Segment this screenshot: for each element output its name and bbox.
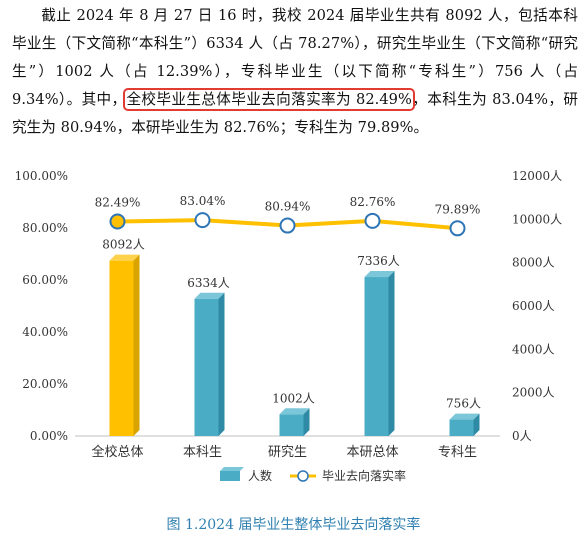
bar — [194, 298, 219, 436]
rate-point — [194, 212, 211, 229]
bar — [109, 260, 134, 436]
legend-line-marker — [297, 470, 309, 482]
category-label: 全校总体 — [91, 444, 143, 460]
bar-side — [133, 254, 140, 436]
rate-value-label: 82.76% — [350, 195, 396, 209]
bar-value-label: 6334人 — [187, 276, 230, 290]
rate-point — [109, 213, 126, 230]
rate-value-label: 83.04% — [180, 194, 226, 208]
bar-value-label: 1002人 — [272, 391, 315, 405]
category-label: 本研总体 — [346, 445, 398, 460]
bar-top — [279, 408, 310, 415]
bar-top — [109, 254, 140, 261]
left-axis-tick-label: 80.00% — [22, 221, 68, 235]
category-label: 研究生 — [268, 445, 307, 460]
highlighted-rate-text: 全校毕业生总体毕业去向落实率为 82.49% — [123, 88, 415, 111]
right-axis-tick-label: 0人 — [512, 429, 532, 443]
bar-value-label: 756人 — [446, 397, 481, 411]
paragraph-text-after: ，本科生为 83.04%，研究生为 80.94%，本研毕业生为 82.76%；专… — [12, 91, 578, 136]
right-axis-tick-label: 6000人 — [512, 299, 555, 313]
rate-point — [364, 212, 381, 229]
right-axis-tick-label: 12000人 — [512, 169, 562, 183]
rate-value-label: 82.49% — [95, 196, 141, 210]
legend-bar-top — [220, 467, 244, 471]
bar — [449, 419, 474, 436]
figure-caption: 图 1.2024 届毕业生整体毕业去向落实率 — [166, 517, 421, 533]
left-axis-tick-label: 20.00% — [22, 377, 68, 391]
right-axis-tick-label: 10000人 — [512, 212, 562, 226]
graduation-rate-chart: 0.00% 20.00% 40.00% 60.00% 80.00% 100.00% 0人 20… — [15, 169, 563, 483]
legend-line-label: 毕业去向落实率 — [322, 468, 406, 483]
bar-side — [303, 408, 310, 436]
right-axis-tick-label: 8000人 — [512, 256, 555, 270]
summary-paragraph: 截止 2024 年 8 月 27 日 16 时，我校 2024 届毕业生共有 8… — [12, 2, 578, 142]
bar-side — [388, 271, 395, 436]
left-axis-tick-label: 100.00% — [15, 169, 68, 183]
rate-point — [449, 220, 466, 237]
legend-bar-label: 人数 — [248, 468, 272, 483]
rate-point — [279, 217, 296, 234]
bar-value-label: 7336人 — [357, 254, 400, 268]
bar-value-label: 8092人 — [102, 238, 145, 252]
bar-side — [473, 413, 480, 436]
rate-value-label: 79.89% — [435, 202, 481, 216]
right-axis-tick-label: 2000人 — [512, 386, 555, 400]
bar-top — [194, 292, 225, 299]
category-label: 专科生 — [438, 445, 477, 460]
left-axis-tick-label: 40.00% — [22, 325, 68, 339]
bar — [364, 277, 389, 436]
bar-top — [449, 413, 480, 420]
category-label: 本科生 — [183, 445, 222, 460]
bar-side — [218, 292, 225, 436]
rate-value-label: 80.94% — [265, 200, 311, 214]
bar-top — [364, 271, 395, 278]
paragraph-text-before: 截止 2024 年 8 月 27 日 16 时，我校 2024 届毕业生共有 8… — [12, 7, 578, 108]
left-axis-tick-label: 0.00% — [30, 429, 68, 443]
legend-bar-swatch — [220, 471, 240, 481]
right-axis-tick-label: 4000人 — [512, 342, 555, 356]
bar — [279, 414, 304, 436]
left-axis-tick-label: 60.00% — [22, 273, 68, 287]
